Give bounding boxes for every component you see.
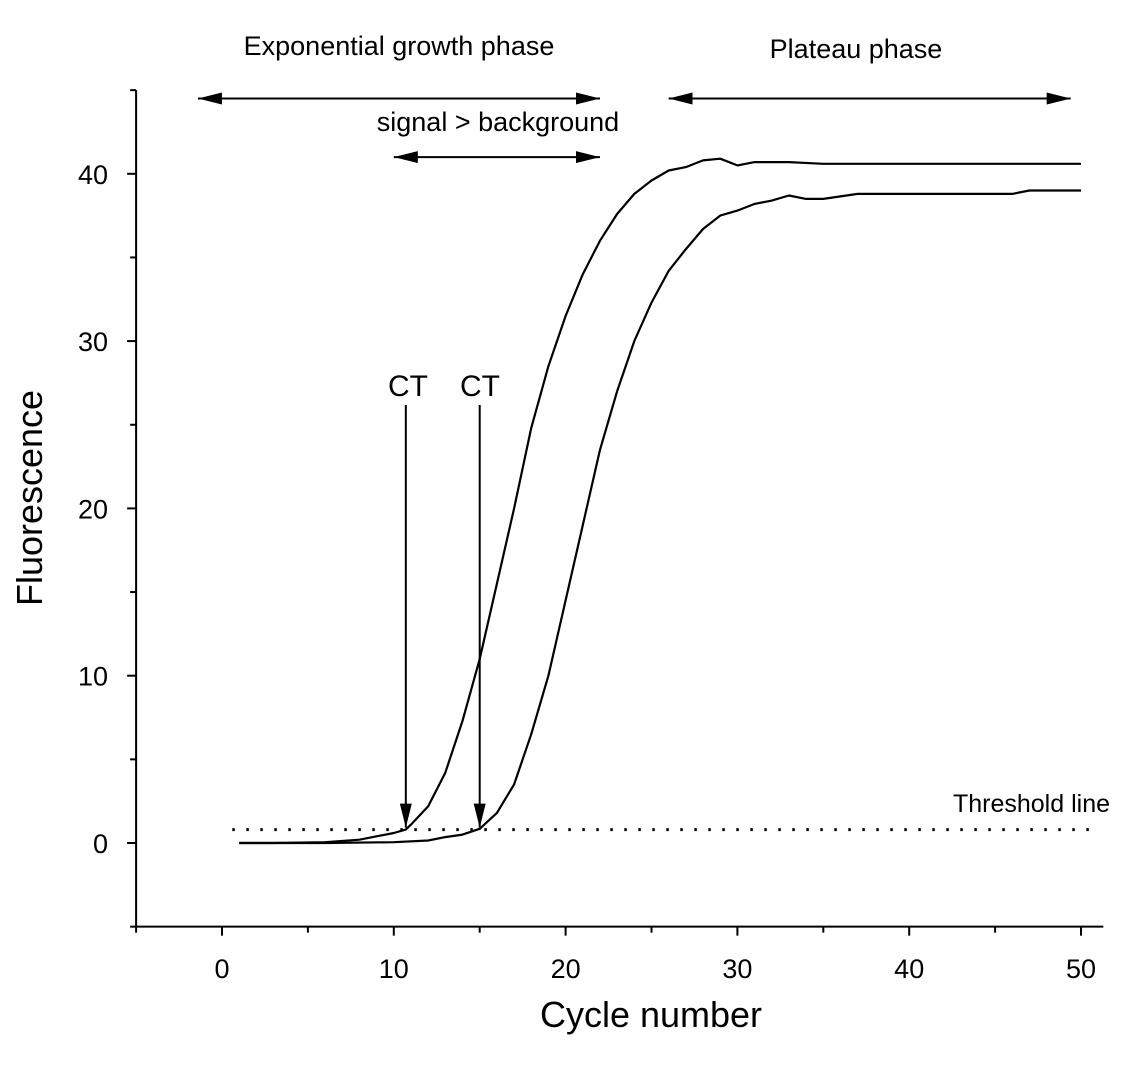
- annotation-signal: signal > background: [377, 107, 619, 137]
- x-tick-label: 40: [894, 954, 924, 984]
- x-tick-label: 30: [722, 954, 752, 984]
- threshold-label: Threshold line: [953, 790, 1110, 818]
- y-tick-label: 30: [78, 327, 108, 357]
- amplification-curve-1: [239, 157, 1081, 845]
- ct-label-2: CT: [460, 370, 500, 403]
- y-tick-label: 0: [93, 829, 108, 859]
- y-axis-label: Fluorescence: [9, 390, 50, 606]
- x-tick-label: 10: [379, 954, 409, 984]
- y-tick-label: 10: [78, 662, 108, 692]
- ct-label-1: CT: [388, 370, 428, 403]
- x-tick-label: 20: [551, 954, 581, 984]
- x-tick-label: 50: [1066, 954, 1096, 984]
- y-tick-label: 20: [78, 494, 108, 524]
- x-axis-label: Cycle number: [540, 994, 762, 1035]
- y-tick-label: 40: [78, 160, 108, 190]
- annotation-exponential: Exponential growth phase: [244, 31, 555, 61]
- x-tick-label: 0: [214, 954, 229, 984]
- amplification-curve-2: [239, 189, 1081, 845]
- annotation-plateau: Plateau phase: [770, 34, 943, 64]
